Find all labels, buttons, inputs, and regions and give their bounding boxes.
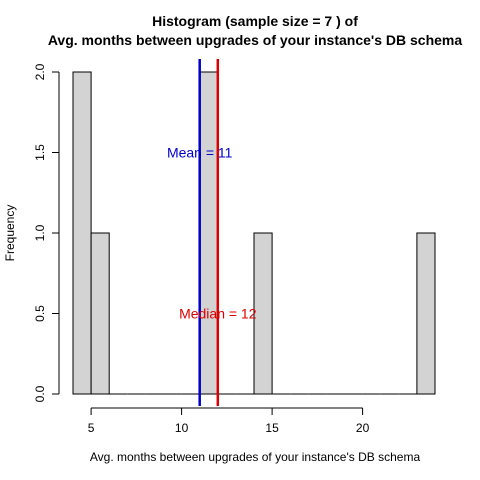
histogram-bar	[90, 232, 110, 395]
histogram-bar	[253, 232, 273, 395]
x-axis: 5 10 15 20	[88, 407, 370, 435]
x-tick-label: 15	[265, 421, 279, 435]
y-axis-label: Frequency	[3, 205, 17, 262]
histogram-bar	[72, 71, 92, 395]
y-tick-label: 0.0	[33, 385, 47, 402]
x-axis-label: Avg. months between upgrades of your ins…	[90, 450, 421, 464]
y-tick-label: 1.0	[33, 224, 47, 241]
y-tick-label: 2.0	[33, 63, 47, 80]
y-tick-label: 0.5	[33, 305, 47, 322]
y-tick-label: 1.5	[33, 144, 47, 161]
x-tick-label: 5	[88, 421, 95, 435]
reference-lines: Mean = 11 Median = 12	[167, 59, 257, 406]
chart-title-line2: Avg. months between upgrades of your ins…	[48, 32, 463, 48]
y-axis: 0.0 0.5 1.0 1.5 2.0	[33, 63, 60, 402]
mean-label: Mean = 11	[167, 145, 233, 161]
histogram-bars	[72, 71, 436, 395]
histogram-bar	[416, 232, 436, 395]
chart-title-line1: Histogram (sample size = 7 ) of	[152, 13, 358, 29]
median-label: Median = 12	[179, 306, 257, 322]
histogram-bar	[199, 71, 219, 395]
x-tick-label: 10	[175, 421, 189, 435]
x-tick-label: 20	[356, 421, 370, 435]
